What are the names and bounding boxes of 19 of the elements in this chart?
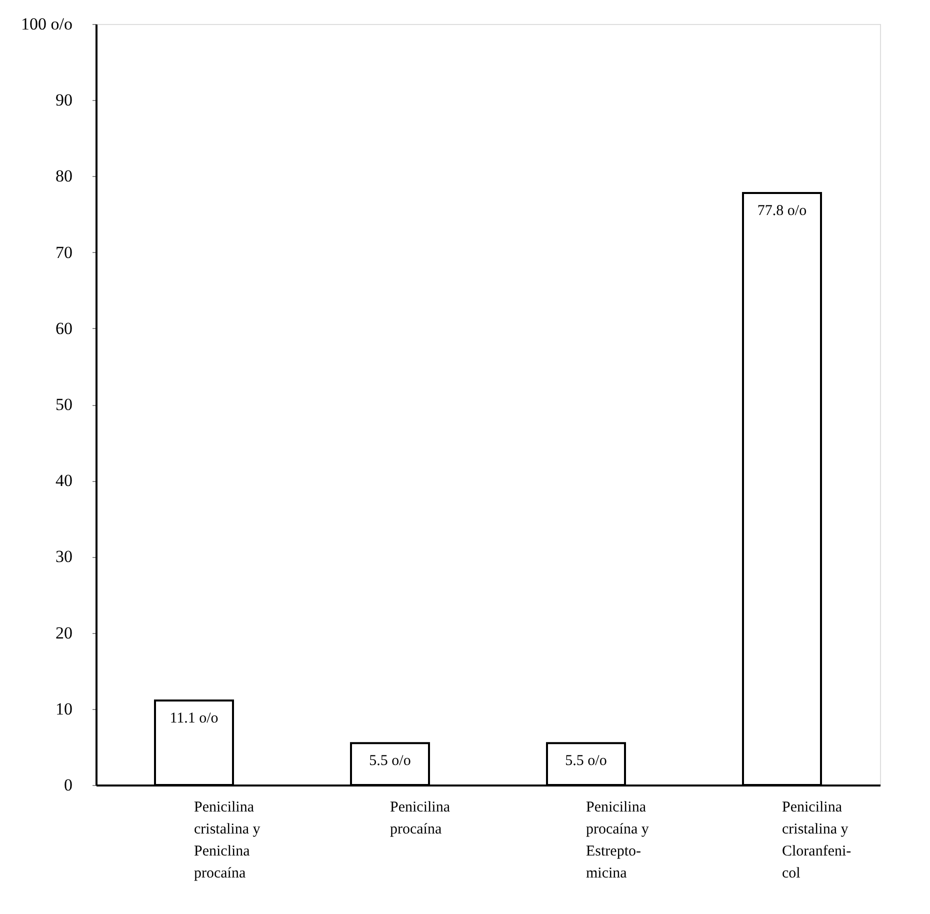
- y-tick-label: 100 o/o: [21, 14, 72, 34]
- y-tick-label: 80: [56, 166, 72, 186]
- data-label: 5.5 o/o: [565, 753, 607, 770]
- y-tick-label: 40: [56, 471, 72, 490]
- data-label: 77.8 o/o: [757, 202, 807, 219]
- y-tick-label: 30: [56, 547, 72, 566]
- x-tick-label: Penicilina procaína y Estrepto- micina: [586, 800, 650, 882]
- x-tick-label: Penicilina cristalina y Peniclina procaína: [194, 800, 261, 882]
- y-tick-label: 90: [56, 90, 72, 110]
- x-tick-label: Penicilina cristalina y Cloranfeni- col: [782, 800, 852, 882]
- data-label: 11.1 o/o: [170, 710, 218, 727]
- y-tick-label: 70: [56, 242, 72, 262]
- x-tick-label: Penicilina procaína: [390, 800, 450, 838]
- y-tick-label: 10: [56, 699, 72, 718]
- data-label: 5.5 o/o: [369, 753, 411, 770]
- y-tick-label: 20: [56, 623, 72, 642]
- y-tick-label: 0: [64, 776, 72, 794]
- y-tick-label: 50: [56, 395, 72, 414]
- y-tick-label: 60: [56, 318, 72, 338]
